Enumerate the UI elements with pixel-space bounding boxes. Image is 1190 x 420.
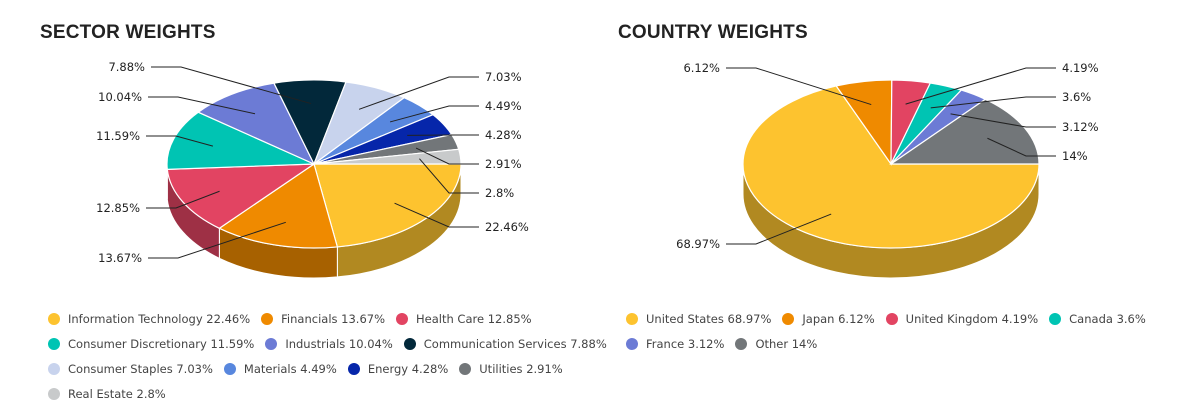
legend-dot-icon bbox=[48, 362, 60, 375]
legend-item[interactable]: Consumer Discretionary 11.59% bbox=[48, 337, 254, 351]
legend-label: Canada 3.6% bbox=[1069, 311, 1146, 326]
legend-item[interactable]: Industrials 10.04% bbox=[265, 336, 393, 351]
data-label: 12.85% bbox=[96, 201, 140, 215]
slice-united-states[interactable] bbox=[742, 85, 1040, 249]
leader-line bbox=[148, 221, 286, 259]
legend-item[interactable]: France 3.12% bbox=[626, 337, 724, 351]
pie-0: 22.46% 13.67% 12.85% 11.59% 10.04% 7.88% 7.03%… bbox=[96, 60, 529, 279]
legend-dot-icon bbox=[735, 337, 748, 350]
data-label: 4.28% bbox=[485, 128, 522, 142]
legend-dot-icon bbox=[626, 312, 638, 325]
data-label: 11.59% bbox=[96, 129, 140, 143]
leader-line bbox=[146, 135, 214, 147]
legend-label: Industrials 10.04% bbox=[285, 336, 393, 351]
data-label: 22.46% bbox=[485, 220, 529, 234]
country-weights-title: COUNTRY WEIGHTS bbox=[618, 22, 808, 43]
legend-item[interactable]: Health Care 12.85% bbox=[396, 312, 532, 326]
legend-label: Financials 13.67% bbox=[281, 311, 386, 326]
leader-line bbox=[419, 158, 479, 194]
leader-line bbox=[726, 67, 872, 106]
legend-item[interactable]: Canada 3.6% bbox=[1049, 312, 1146, 326]
legend-label: United Kingdom 4.19% bbox=[905, 311, 1039, 326]
sector-legend: Information Technology 22.46% Financials … bbox=[48, 306, 618, 406]
legend-item[interactable]: United States 68.97% bbox=[626, 312, 771, 326]
legend-item[interactable]: United Kingdom 4.19% bbox=[885, 311, 1039, 326]
legend-dot-icon bbox=[223, 362, 236, 375]
legend-dot-icon bbox=[626, 337, 638, 350]
data-label: 10.04% bbox=[98, 90, 142, 104]
data-label: 2.8% bbox=[485, 186, 514, 200]
leader-line bbox=[987, 137, 1056, 157]
legend-item[interactable]: Communication Services 7.88% bbox=[403, 336, 607, 351]
legend-dot-icon bbox=[48, 312, 60, 325]
legend-label: Consumer Staples 7.03% bbox=[68, 361, 213, 376]
sector-weights-title: SECTOR WEIGHTS bbox=[40, 22, 216, 43]
data-label: 7.03% bbox=[485, 70, 522, 84]
legend-item[interactable]: Information Technology 22.46% bbox=[48, 312, 250, 326]
slice-health-care[interactable] bbox=[166, 163, 317, 229]
legend-item[interactable]: Real Estate 2.8% bbox=[48, 387, 166, 401]
slice-information-technology[interactable] bbox=[313, 163, 462, 248]
country-legend: United States 68.97% Japan 6.12% United Ki… bbox=[626, 306, 1157, 356]
leader-line bbox=[950, 113, 1056, 128]
data-label: 6.12% bbox=[683, 61, 720, 75]
leader-line bbox=[415, 147, 479, 165]
pie-1: 68.97% 6.12% 4.19% 3.6% 3.12% 14% bbox=[676, 61, 1099, 279]
data-label: 3.6% bbox=[1062, 90, 1091, 104]
legend-label: Other 14% bbox=[755, 336, 818, 351]
leader-line bbox=[148, 96, 256, 115]
slice-financials[interactable] bbox=[218, 163, 339, 249]
leader-line bbox=[389, 105, 479, 123]
legend-item[interactable]: Energy 4.28% bbox=[347, 361, 449, 376]
leader-line bbox=[151, 66, 312, 105]
leader-line bbox=[394, 202, 479, 228]
data-label: 14% bbox=[1062, 149, 1088, 163]
data-label: 68.97% bbox=[676, 237, 720, 251]
slice-other[interactable] bbox=[889, 98, 1040, 165]
legend-dot-icon bbox=[48, 387, 60, 400]
data-label: 2.91% bbox=[485, 157, 522, 171]
legend-item[interactable]: Materials 4.49% bbox=[223, 361, 337, 376]
legend-label: Energy 4.28% bbox=[367, 361, 449, 376]
legend-label: Health Care 12.85% bbox=[416, 311, 532, 326]
legend-dot-icon bbox=[782, 312, 795, 325]
legend-dot-icon bbox=[1049, 312, 1062, 325]
legend-label: Information Technology 22.46% bbox=[68, 311, 251, 326]
legend-label: Communication Services 7.88% bbox=[423, 336, 607, 351]
legend-label: Japan 6.12% bbox=[802, 311, 875, 326]
slice-industrials[interactable] bbox=[197, 82, 316, 166]
leader-line bbox=[930, 96, 1056, 109]
slice-consumer-discretionary[interactable] bbox=[166, 111, 315, 171]
legend-label: France 3.12% bbox=[646, 336, 725, 351]
leader-line bbox=[146, 190, 220, 209]
legend-label: Real Estate 2.8% bbox=[68, 386, 166, 401]
legend-label: Utilities 2.91% bbox=[479, 361, 563, 376]
data-label: 3.12% bbox=[1062, 120, 1099, 134]
legend-dot-icon bbox=[265, 337, 278, 350]
legend-label: Materials 4.49% bbox=[243, 361, 337, 376]
legend-dot-icon bbox=[48, 337, 60, 350]
data-label: 4.19% bbox=[1062, 61, 1099, 75]
legend-dot-icon bbox=[347, 362, 360, 375]
legend-item[interactable]: Other 14% bbox=[735, 337, 817, 351]
legend-item[interactable]: Utilities 2.91% bbox=[459, 361, 563, 376]
legend-item[interactable]: Japan 6.12% bbox=[782, 311, 875, 326]
legend-dot-icon bbox=[459, 362, 472, 375]
legend-item[interactable]: Consumer Staples 7.03% bbox=[48, 362, 213, 376]
leader-line bbox=[358, 76, 479, 110]
legend-label: United States 68.97% bbox=[646, 311, 772, 326]
legend-label: Consumer Discretionary 11.59% bbox=[68, 336, 255, 351]
legend-dot-icon bbox=[396, 312, 409, 325]
legend-item[interactable]: Financials 13.67% bbox=[261, 312, 385, 326]
data-label: 13.67% bbox=[98, 251, 142, 265]
legend-dot-icon bbox=[885, 312, 898, 325]
legend-dot-icon bbox=[261, 312, 274, 325]
data-label: 4.49% bbox=[485, 99, 522, 113]
leader-line bbox=[905, 67, 1056, 105]
data-label: 7.88% bbox=[108, 60, 145, 74]
leader-line bbox=[726, 213, 832, 245]
legend-dot-icon bbox=[403, 337, 416, 350]
